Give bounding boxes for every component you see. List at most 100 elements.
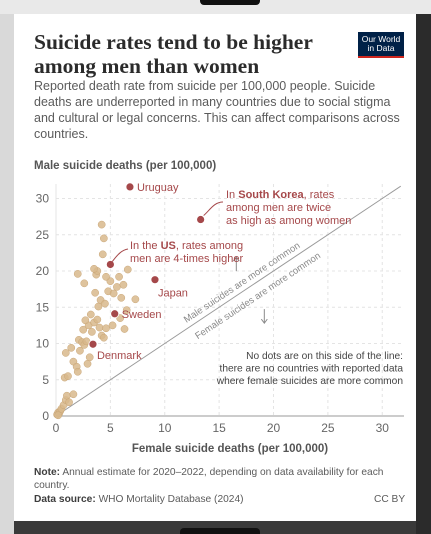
- x-tick-label: 10: [158, 421, 172, 435]
- x-axis-title: Female suicide deaths (per 100,000): [132, 443, 328, 455]
- y-tick-label: 15: [36, 300, 50, 314]
- data-point: [94, 302, 103, 311]
- footer-note: Note: Annual estimate for 2020–2022, dep…: [34, 466, 394, 492]
- x-tick-label: 15: [212, 421, 226, 435]
- no-dots-annotation: where female suicides are more common: [216, 376, 403, 387]
- data-point: [131, 295, 140, 304]
- y-tick-label: 20: [36, 264, 50, 278]
- license-label[interactable]: CC BY: [374, 494, 406, 505]
- us-pointer: [111, 248, 129, 262]
- y-axis-title: Male suicide deaths (per 100,000): [34, 160, 216, 172]
- country-label: Uruguay: [137, 182, 179, 194]
- data-point: [122, 306, 131, 314]
- chart-subtitle: Reported death rate from suicide per 100…: [34, 79, 400, 141]
- y-tick-label: 10: [36, 337, 50, 351]
- note-label: Note:: [34, 467, 61, 478]
- data-point: [108, 321, 117, 330]
- highlight-point: [105, 260, 115, 269]
- source-label: Data source:: [34, 494, 96, 505]
- logo-line-1: Our World: [361, 34, 401, 44]
- data-point: [67, 344, 76, 352]
- arrow-down-icon: [260, 309, 268, 324]
- y-tick-label: 25: [36, 228, 50, 242]
- data-point: [81, 316, 90, 325]
- owid-logo[interactable]: Our World in Data: [358, 32, 404, 58]
- us-annotation: men are 4-times higher: [130, 253, 243, 265]
- country-label: Sweden: [122, 309, 162, 321]
- y-tick-label: 30: [36, 192, 50, 206]
- us-annotation: In the US, rates among: [130, 240, 243, 252]
- data-point: [65, 398, 73, 407]
- south-korea-annotation: as high as among women: [226, 215, 351, 227]
- data-point: [100, 333, 108, 342]
- data-point: [69, 390, 78, 399]
- data-point: [117, 293, 126, 302]
- south-korea-pointer: [203, 201, 224, 216]
- source-text: WHO Mortality Database (2024): [98, 494, 244, 505]
- data-point: [91, 288, 100, 297]
- data-point: [64, 372, 72, 380]
- highlight-point: [196, 215, 206, 224]
- data-point: [73, 270, 82, 278]
- highlight-point: [125, 182, 135, 192]
- x-tick-label: 0: [53, 421, 60, 435]
- data-point: [79, 325, 88, 334]
- x-tick-label: 5: [107, 421, 114, 435]
- bottom-background-strip: [14, 521, 416, 534]
- data-point: [63, 391, 71, 400]
- data-point: [115, 272, 123, 281]
- data-point: [54, 411, 63, 420]
- data-point: [102, 272, 110, 281]
- no-dots-annotation: there are no countries with reported dat…: [220, 364, 404, 375]
- x-tick-label: 30: [376, 421, 390, 435]
- x-tick-label: 20: [267, 421, 281, 435]
- data-point: [109, 289, 118, 298]
- highlight-point: [88, 339, 98, 349]
- y-tick-label: 5: [42, 373, 49, 387]
- data-point: [73, 367, 82, 376]
- bottom-handle: [180, 528, 260, 534]
- x-tick-label: 25: [321, 421, 335, 435]
- highlight-point: [150, 275, 160, 285]
- data-point: [90, 264, 98, 273]
- data-point: [97, 220, 106, 229]
- top-handle: [200, 0, 260, 5]
- logo-accent-bar: [358, 56, 404, 58]
- scatter-chart: 0 5 10 15 20 25 30 0 5 10 15 20 25 30 Male suicide dea…: [34, 160, 404, 455]
- data-point: [83, 359, 92, 368]
- data-point: [119, 280, 128, 289]
- data-point: [120, 325, 129, 333]
- country-label: Japan: [158, 288, 188, 300]
- data-point: [102, 324, 110, 333]
- country-label: Denmark: [97, 350, 142, 362]
- highlight-point: [110, 309, 120, 319]
- data-point: [101, 299, 109, 308]
- south-korea-annotation: In South Korea, rates: [226, 189, 335, 201]
- data-point: [116, 314, 125, 322]
- data-point: [86, 310, 95, 319]
- data-point: [80, 279, 89, 288]
- data-point: [100, 234, 108, 243]
- y-tick-label: 0: [42, 409, 49, 423]
- data-point: [95, 323, 104, 332]
- data-point: [93, 315, 102, 324]
- data-point: [61, 349, 70, 357]
- parity-line: [55, 185, 402, 417]
- data-point: [85, 353, 94, 362]
- data-point: [88, 328, 96, 336]
- footer-source: Data source: WHO Mortality Database (202…: [34, 493, 244, 506]
- note-text: Annual estimate for 2020–2022, depending…: [34, 467, 384, 491]
- data-point: [113, 283, 121, 291]
- arrow-up-icon: [232, 256, 240, 272]
- browser-top-strip: [0, 0, 431, 14]
- logo-line-2: in Data: [367, 43, 395, 53]
- left-background-strip: [0, 14, 14, 534]
- chart-card: Suicide rates tend to be higher among me…: [14, 14, 416, 521]
- data-point: [123, 265, 132, 274]
- no-dots-annotation: No dots are on this side of the line:: [246, 351, 403, 362]
- chart-title: Suicide rates tend to be higher among me…: [34, 30, 313, 78]
- data-point: [98, 250, 107, 259]
- south-korea-annotation: among men are twice: [226, 202, 331, 214]
- right-background-strip: [416, 14, 431, 534]
- data-point: [76, 346, 84, 355]
